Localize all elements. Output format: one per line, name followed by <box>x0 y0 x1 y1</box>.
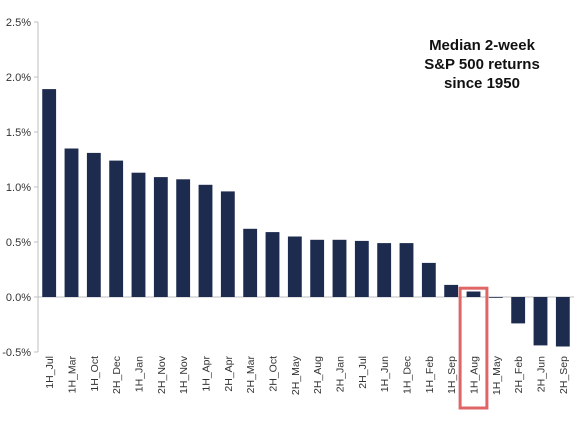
x-tick-label: 1H_Apr <box>201 356 213 392</box>
bar-2h-dec <box>109 160 124 297</box>
bar-1h-aug <box>466 291 481 297</box>
x-tick-label: 1H_Jun <box>379 356 391 392</box>
bar-2h-nov <box>153 177 168 297</box>
x-tick-label: 1H_Oct <box>89 356 101 392</box>
x-tick-label: 1H_Sep <box>446 356 458 394</box>
bar-1h-dec <box>399 243 414 297</box>
bar-1h-jan <box>131 172 146 297</box>
bar-2h-jan <box>332 239 347 297</box>
highlight-rectangle <box>458 286 489 410</box>
x-tick-label: 1H_May <box>491 355 503 395</box>
y-tick-label: 1.5% <box>6 127 31 139</box>
x-tick-label: 2H_Jul <box>357 356 369 389</box>
bar-2h-jul <box>354 240 369 297</box>
bar-1h-apr <box>198 184 213 297</box>
x-tick-label: 1H_Aug <box>469 356 481 394</box>
bar-2h-may <box>287 236 302 297</box>
x-tick-label: 2H_Jun <box>536 356 548 392</box>
x-tick-label: 1H_Dec <box>402 356 414 394</box>
x-tick-label: 2H_Feb <box>513 356 525 394</box>
bar-1h-nov <box>176 179 191 297</box>
chart-title-line: Median 2-week <box>429 37 536 54</box>
chart-title-line: S&P 500 returns <box>424 56 540 73</box>
y-axis-ticks: 2.5% 2.0% 1.5% 1.0% 0.5% 0.0% -0.5% <box>2 17 38 359</box>
y-tick-label: -0.5% <box>2 347 31 359</box>
x-tick-label: 2H_Dec <box>111 356 123 394</box>
x-tick-label: 2H_Mar <box>245 356 257 394</box>
y-tick-label: 2.0% <box>6 72 31 84</box>
x-tick-label: 1H_Nov <box>178 355 190 394</box>
bar-1h-mar <box>64 148 79 297</box>
y-tick-label: 0.5% <box>6 237 31 249</box>
x-tick-label: 2H_Apr <box>223 356 235 392</box>
bar-2h-sep <box>555 297 570 347</box>
bar-2h-oct <box>265 232 280 297</box>
bars <box>42 89 570 347</box>
bar-1h-jun <box>377 243 392 297</box>
x-tick-label: 2H_Oct <box>268 356 280 392</box>
x-tick-label: 1H_Jul <box>44 356 56 389</box>
bar-1h-feb <box>421 262 436 297</box>
bar-2h-jun <box>533 297 548 346</box>
bar-2h-feb <box>511 297 526 324</box>
bar-2h-apr <box>220 191 235 297</box>
x-tick-label: 2H_May <box>290 355 302 395</box>
bar-2h-aug <box>310 239 325 297</box>
bar-1h-oct <box>86 152 101 297</box>
y-tick-label: 1.0% <box>6 182 31 194</box>
x-tick-label: 1H_Feb <box>424 356 436 394</box>
chart-title: Median 2-week S&P 500 returns since 1950 <box>424 37 540 92</box>
bar-2h-mar <box>243 228 258 297</box>
bar-1h-sep <box>444 284 459 297</box>
x-axis-ticks: 1H_Jul 1H_Mar 1H_Oct 2H_Dec 1H_Jan 2H_Nov 1H_N… <box>44 355 570 395</box>
x-tick-label: 1H_Mar <box>67 356 79 394</box>
x-tick-label: 2H_Nov <box>156 355 168 394</box>
x-tick-label: 1H_Jan <box>134 356 146 392</box>
y-tick-label: 0.0% <box>6 292 31 304</box>
highlight-box <box>458 286 489 410</box>
bar-1h-may <box>488 297 503 298</box>
y-tick-label: 2.5% <box>6 17 31 29</box>
chart-title-line: since 1950 <box>444 75 520 92</box>
x-tick-label: 2H_Aug <box>312 356 324 394</box>
x-tick-label: 2H_Sep <box>558 356 570 394</box>
x-tick-label: 2H_Jan <box>335 356 347 392</box>
bar-1h-jul <box>42 89 57 297</box>
